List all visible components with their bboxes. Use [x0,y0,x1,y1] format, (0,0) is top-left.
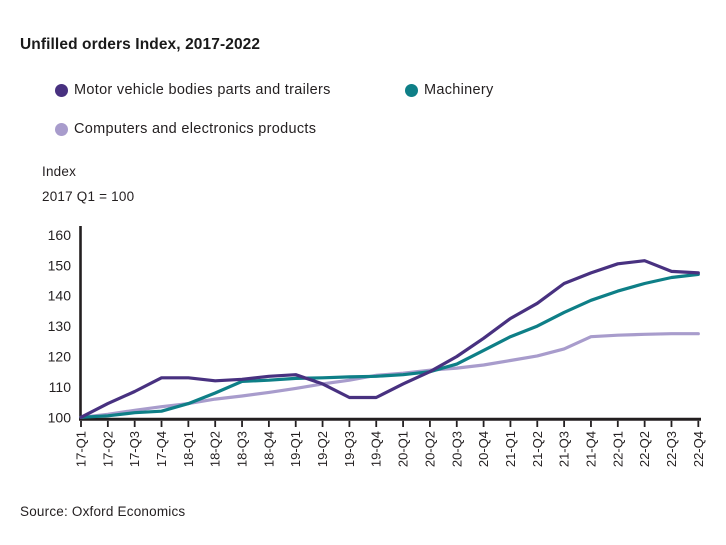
series-line-motor-vehicle-bodies-parts-and-trailers [79,259,700,419]
legend-dot-machinery-icon [405,83,418,97]
y-tick-label: 100 [48,409,72,425]
y-tick-label: 140 [48,288,72,304]
legend-label-computers: Computers and electronics products [74,121,317,137]
series-line-machinery [79,272,700,419]
x-tick-label: 21-Q2 [530,431,545,467]
legend-dot-computers-icon [55,122,68,136]
x-tick-label: 18-Q2 [208,431,223,467]
x-tick-label: 17-Q4 [154,431,169,467]
x-tick-label: 22-Q4 [691,431,706,467]
x-tick-label: 19-Q1 [288,431,303,467]
x-tick-label: 17-Q2 [100,431,115,467]
x-tick-label: 18-Q1 [181,431,196,467]
y-axis-note-base: 2017 Q1 = 100 [42,189,135,204]
legend-label-machinery: Machinery [424,82,494,98]
y-tick-label: 110 [49,379,72,395]
source-note: Source: Oxford Economics [20,504,186,519]
x-tick-label: 19-Q2 [315,431,330,467]
x-tick-label: 21-Q4 [583,431,598,467]
x-tick-label: 19-Q3 [342,431,357,467]
legend-label-motor-vehicle: Motor vehicle bodies parts and trailers [74,82,331,98]
x-tick-label: 18-Q3 [235,431,250,467]
x-tick-label: 20-Q3 [449,431,464,467]
legend-dot-motor-vehicle-icon [55,83,68,97]
x-tick-label: 21-Q1 [503,431,518,467]
legend-row-2: Computers and electronics products [55,121,316,137]
x-tick-label: 20-Q1 [396,431,411,467]
legend-item-computers: Computers and electronics products [55,121,316,137]
legend-item-machinery: Machinery [405,82,494,98]
x-tick-label: 22-Q2 [637,431,652,467]
x-tick-label: 22-Q1 [610,431,625,467]
x-tick-label: 22-Q3 [664,431,679,467]
page-title: Unfilled orders Index, 2017-2022 [20,36,261,53]
x-tick-label: 20-Q2 [422,431,437,467]
y-tick-label: 120 [48,349,72,365]
x-tick-label: 20-Q4 [476,431,491,467]
y-axis-note-index: Index [42,164,77,179]
x-tick-label: 17-Q1 [74,431,89,467]
legend-row-1: Motor vehicle bodies parts and trailers … [55,82,493,98]
y-tick-label: 160 [48,227,72,243]
y-tick-label: 150 [48,257,72,273]
legend-item-motor-vehicle: Motor vehicle bodies parts and trailers [55,82,331,98]
x-tick-label: 21-Q3 [557,431,572,467]
x-tick-label: 17-Q3 [127,431,142,467]
x-tick-label: 19-Q4 [369,431,384,467]
y-tick-label: 130 [48,318,72,334]
x-tick-label: 18-Q4 [261,431,276,467]
